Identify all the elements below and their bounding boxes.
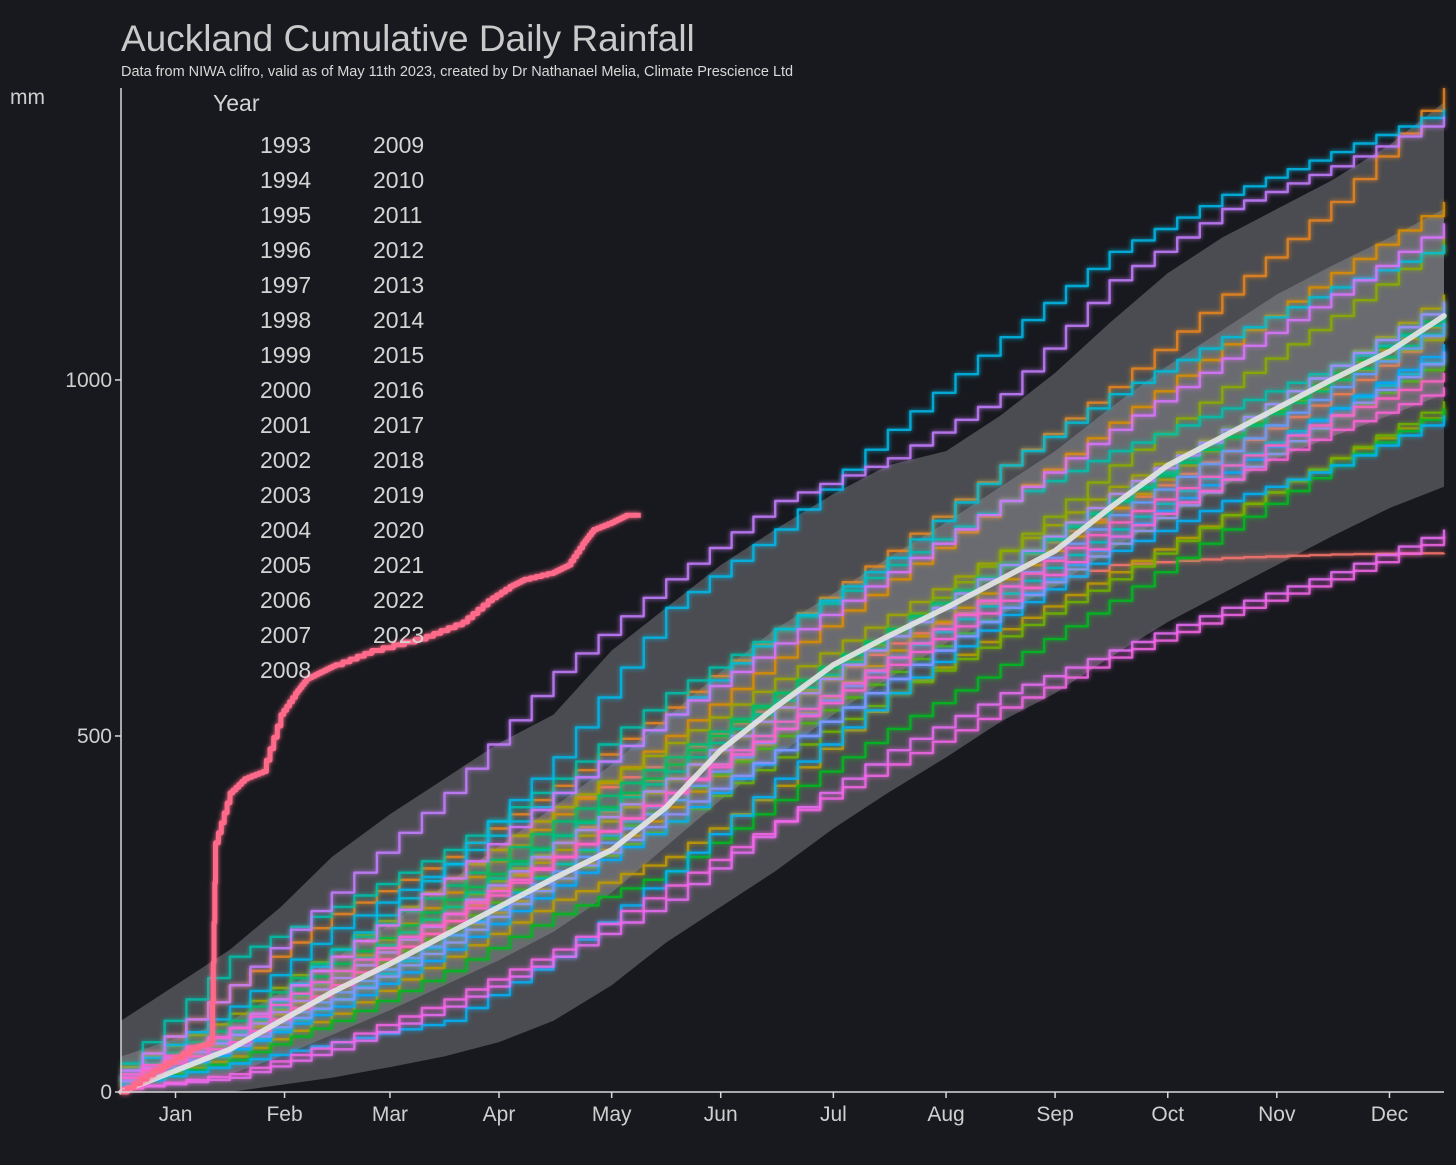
legend-label-2013: 2013 [373,272,424,298]
x-tick-label: Apr [483,1103,516,1126]
legend-label-2012: 2012 [373,237,424,263]
series-line-2020 [121,536,1446,1090]
legend-label-2015: 2015 [373,342,424,368]
x-tick-label: May [592,1103,632,1126]
legend-label-2000: 2000 [260,377,311,403]
legend-label-1993: 1993 [260,132,311,158]
legend-label-2006: 2006 [260,587,311,613]
series-line-2022 [121,372,1446,1079]
legend-label-2008: 2008 [260,657,311,683]
x-tick-label: Dec [1371,1103,1408,1126]
x-tick-label: Aug [927,1103,964,1126]
legend-label-1997: 1997 [260,272,311,298]
legend-label-1995: 1995 [260,202,311,228]
legend-label-2020: 2020 [373,517,424,543]
legend-label-1996: 1996 [260,237,311,263]
legend-label-2022: 2022 [373,587,424,613]
legend-label-1994: 1994 [260,167,311,193]
mean-line [118,313,1447,1095]
outer-range-band [121,102,1444,1092]
legend-label-2007: 2007 [260,622,311,648]
legend-label-2023: 2023 [373,622,424,648]
legend-label-2005: 2005 [260,552,311,578]
y-tick-label: 1000 [65,369,112,392]
legend-label-2010: 2010 [373,167,424,193]
legend-label-2011: 2011 [373,202,422,228]
series-line-2010 [121,244,1446,1079]
legend-label-2009: 2009 [373,132,424,158]
legend-label-2002: 2002 [260,447,311,473]
x-tick-label: Jul [820,1103,847,1126]
legend-label-2003: 2003 [260,482,311,508]
legend-label-2016: 2016 [373,377,424,403]
chart-title: Auckland Cumulative Daily Rainfall [121,18,695,59]
y-tick-label: 0 [100,1081,112,1104]
series-line-2023 [121,512,641,1095]
legend-label-2001: 2001 [260,412,311,438]
legend-label-2018: 2018 [373,447,424,473]
legend-label-1999: 1999 [260,342,311,368]
series-line-2004 [121,408,1446,1087]
x-tick-label: Jun [704,1103,738,1126]
legend-label-1998: 1998 [260,307,311,333]
x-tick-label: Nov [1258,1103,1296,1126]
series-line-2011 [121,109,1446,1072]
series-line-2018 [121,223,1446,1079]
legend-label-2004: 2004 [260,517,311,543]
chart-subtitle: Data from NIWA clifro, valid as of May 1… [121,64,794,80]
legend-title: Year [213,90,260,116]
x-tick-label: Mar [372,1103,408,1126]
legend-label-2017: 2017 [373,412,424,438]
series-line-2017 [121,116,1446,1072]
x-tick-label: Jan [159,1103,193,1126]
x-tick-label: Feb [266,1103,302,1126]
y-tick-label: 500 [77,725,112,748]
legend-label-2014: 2014 [373,307,424,333]
y-axis-unit-label: mm [10,86,45,109]
legend-label-2019: 2019 [373,482,424,508]
legend-label-2021: 2021 [373,552,424,578]
x-tick-label: Oct [1151,1103,1184,1126]
x-tick-label: Sep [1036,1103,1073,1126]
